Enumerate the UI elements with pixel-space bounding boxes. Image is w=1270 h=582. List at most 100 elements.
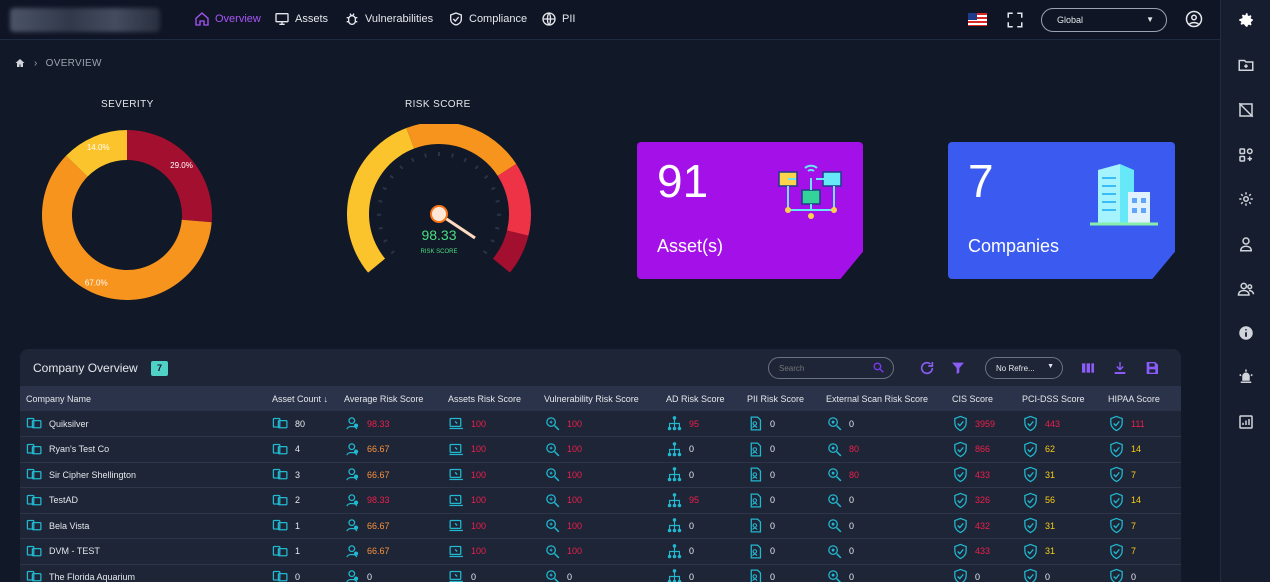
cell-assets-risk: 100 [442, 513, 538, 539]
company-name-value: DVM - TEST [49, 546, 100, 557]
sidebar-folder[interactable] [1236, 55, 1256, 75]
cell-pci-dss-score: 31 [1016, 513, 1102, 539]
col-hipaa-score[interactable]: HIPAA Score [1108, 393, 1160, 404]
table-header-row: Company Name Asset Count ↓ Average Risk … [20, 386, 1181, 411]
cell-ad-risk: 0 [660, 513, 741, 539]
account-icon[interactable] [1185, 10, 1203, 28]
col-pii-risk[interactable]: PII Risk Score [747, 393, 805, 404]
cell-ad-risk: 0 [660, 564, 741, 582]
nav-pii[interactable]: PII [541, 11, 575, 27]
search-input[interactable] [768, 357, 894, 379]
nav-compliance[interactable]: Compliance [448, 11, 527, 27]
severity-slice[interactable] [66, 130, 127, 177]
col-external-scan-risk[interactable]: External Scan Risk Score [826, 393, 929, 404]
compliance-shield-icon [954, 517, 967, 534]
region-select[interactable]: Global ▼ [1041, 8, 1167, 32]
user-icon [1239, 237, 1253, 252]
table-row[interactable]: TestAD 2 98.33 100 100 95 0 0 326 56 14 [20, 488, 1181, 514]
pii-doc-icon [750, 544, 762, 559]
cell-vulnerability-risk: 100 [538, 437, 660, 463]
auto-refresh-select[interactable]: No Refre... ▼ [985, 357, 1063, 379]
sidebar-reports[interactable] [1236, 412, 1256, 432]
active-directory-icon [667, 492, 682, 507]
sidebar-config[interactable] [1236, 189, 1256, 209]
col-pci-dss-score[interactable]: PCI-DSS Score [1022, 393, 1085, 404]
cell-hipaa-score: 7 [1102, 462, 1181, 488]
sidebar-info[interactable] [1236, 323, 1256, 343]
sidebar-user[interactable] [1236, 234, 1256, 254]
col-cis-score[interactable]: CIS Score [952, 393, 994, 404]
col-company-name[interactable]: Company Name [26, 393, 92, 404]
table-row[interactable]: Ryan's Test Co 4 66.67 100 100 0 0 80 866 62 14 [20, 437, 1181, 463]
companies-count: 7 [968, 155, 994, 207]
cell-assets-risk: 100 [442, 539, 538, 565]
company-name-value: Quiksilver [49, 418, 89, 429]
table-row[interactable]: DVM - TEST 1 66.67 100 100 0 0 0 433 31 7 [20, 539, 1181, 565]
risk-person-icon [346, 544, 359, 558]
table-row[interactable]: The Florida Aquarium 0 0 0 0 0 0 0 0 0 0 [20, 564, 1181, 582]
compliance-shield-icon [1024, 466, 1037, 483]
cell-average-risk: 66.67 [338, 462, 442, 488]
cell-cis-score: 866 [946, 437, 1016, 463]
cell-assets-risk: 0 [442, 564, 538, 582]
sort-down-icon: ↓ [323, 393, 329, 404]
nav-overview[interactable]: Overview [194, 11, 261, 27]
col-asset-count[interactable]: Asset Count ↓ [266, 386, 338, 411]
vulnerability-icon [546, 519, 560, 533]
cell-external-scan-risk: 0 [820, 488, 946, 514]
home-icon[interactable] [14, 57, 26, 69]
hipaa-score-value: 7 [1131, 546, 1137, 557]
table-row[interactable]: Bela Vista 1 66.67 100 100 0 0 0 432 31 7 [20, 513, 1181, 539]
refresh-icon[interactable] [919, 360, 935, 376]
cell-hipaa-score: 111 [1102, 411, 1181, 437]
search-icon[interactable] [872, 361, 885, 374]
asset-count-value: 1 [295, 520, 301, 531]
us-flag-icon[interactable] [968, 13, 987, 26]
average-risk-value: 66.67 [367, 444, 390, 455]
table-row[interactable]: Quiksilver 80 98.33 100 100 95 0 0 3959 443 111 [20, 411, 1181, 437]
severity-slice-label: 14.0% [87, 143, 110, 152]
col-ad-risk[interactable]: AD Risk Score [666, 393, 725, 404]
col-assets-risk[interactable]: Assets Risk Score [448, 393, 522, 404]
laptop-icon [449, 417, 463, 430]
severity-slice[interactable] [127, 130, 212, 223]
shield-icon [450, 12, 462, 26]
assets-risk-value: 100 [471, 418, 487, 429]
region-select-value: Global [1057, 15, 1084, 25]
asset-count-value: 4 [295, 444, 301, 455]
vulnerability-risk-value: 100 [567, 444, 583, 455]
pci-dss-score-value: 31 [1045, 520, 1056, 531]
nav-vulnerabilities[interactable]: Vulnerabilities [344, 11, 433, 27]
logo[interactable] [10, 8, 160, 32]
cell-pci-dss-score: 0 [1016, 564, 1102, 582]
col-vulnerability-risk[interactable]: Vulnerability Risk Score [544, 393, 639, 404]
save-icon[interactable] [1144, 360, 1160, 376]
severity-slice[interactable] [41, 155, 212, 300]
nav-assets[interactable]: Assets [274, 11, 328, 27]
cell-ad-risk: 0 [660, 539, 741, 565]
sidebar-apps[interactable] [1236, 145, 1256, 165]
average-risk-value: 66.67 [367, 469, 390, 480]
pii-risk-value: 0 [770, 571, 776, 582]
active-directory-icon [667, 441, 682, 456]
cell-vulnerability-risk: 100 [538, 462, 660, 488]
pci-dss-score-value: 62 [1045, 444, 1056, 455]
table-row[interactable]: Sir Cipher Shellington 3 66.67 100 100 0 0 80 43… [20, 462, 1181, 488]
download-icon[interactable] [1112, 360, 1128, 376]
filter-icon[interactable] [950, 360, 966, 376]
companies-card[interactable]: 7 Companies [948, 142, 1175, 279]
fullscreen-icon[interactable] [1006, 11, 1024, 29]
sidebar-alerts[interactable] [1236, 367, 1256, 387]
assets-count: 91 [657, 155, 709, 207]
severity-slice-label: 29.0% [170, 161, 193, 170]
panel-title: Company Overview [33, 361, 138, 375]
sidebar-users[interactable] [1236, 279, 1256, 299]
columns-icon[interactable] [1080, 360, 1096, 376]
assets-card[interactable]: 91 Asset(s) [637, 142, 863, 279]
sidebar-no-image[interactable] [1236, 100, 1256, 120]
external-scan-icon [828, 493, 842, 508]
col-average-risk[interactable]: Average Risk Score [344, 393, 424, 404]
laptop-icon [449, 571, 463, 582]
external-scan-risk-value: 0 [849, 571, 855, 582]
sidebar-settings[interactable] [1236, 10, 1256, 30]
